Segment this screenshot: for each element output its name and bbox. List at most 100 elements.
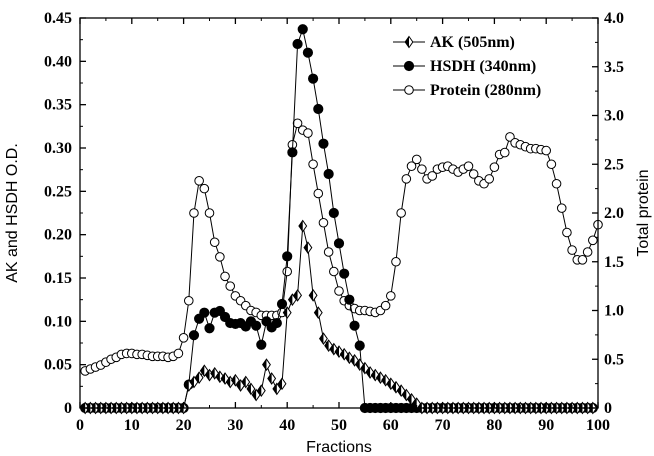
marker-fill xyxy=(190,376,194,388)
marker-fill xyxy=(184,379,189,391)
data-point xyxy=(577,254,588,265)
marker-fill xyxy=(405,36,409,48)
data-point xyxy=(556,203,567,213)
marker-fill xyxy=(298,220,303,232)
legend-marker xyxy=(404,85,414,95)
marker-fill xyxy=(345,352,350,364)
y-left-tick-label: 0.35 xyxy=(44,97,72,114)
marker-fill xyxy=(195,372,200,384)
y-right-tick-label: 4.0 xyxy=(604,10,624,27)
data-point xyxy=(276,298,288,310)
data-point xyxy=(328,207,339,219)
data-point xyxy=(350,353,360,367)
data-point xyxy=(411,154,422,165)
legend-label: Protein (280nm) xyxy=(430,82,541,99)
data-point xyxy=(551,178,562,189)
x-tick-label: 40 xyxy=(279,417,295,434)
data-point xyxy=(318,138,329,149)
data-point xyxy=(344,294,355,305)
marker-fill xyxy=(340,348,345,360)
marker-fill xyxy=(200,365,205,377)
data-point xyxy=(355,358,365,372)
marker-fill xyxy=(210,367,215,379)
data-point xyxy=(282,266,293,277)
marker-fill xyxy=(335,346,339,358)
data-point xyxy=(204,323,215,334)
data-point xyxy=(251,320,262,331)
y-left-tick-label: 0 xyxy=(64,400,72,417)
marker-fill xyxy=(319,333,324,345)
data-point xyxy=(246,382,256,396)
data-point xyxy=(354,340,365,351)
data-point xyxy=(225,281,236,291)
data-point xyxy=(463,161,474,171)
data-point xyxy=(256,384,266,398)
x-tick-label: 0 xyxy=(76,417,84,434)
data-point xyxy=(349,320,360,331)
data-point xyxy=(484,174,495,184)
data-point xyxy=(313,306,323,320)
data-point xyxy=(271,317,282,329)
marker-fill xyxy=(257,385,262,397)
marker-fill xyxy=(309,289,314,301)
marker-fill xyxy=(392,381,396,393)
data-point xyxy=(344,351,354,365)
marker-fill xyxy=(241,376,246,388)
data-point xyxy=(541,145,552,156)
data-point xyxy=(199,183,210,194)
data-point xyxy=(308,288,318,302)
y-left-tick-label: 0.30 xyxy=(44,140,72,157)
marker-fill xyxy=(366,366,371,378)
legend-entry: AK (505nm) xyxy=(393,34,515,51)
data-point xyxy=(546,159,557,170)
legend-entry: HSDH (340nm) xyxy=(393,58,536,75)
data-point xyxy=(318,217,329,228)
data-point xyxy=(401,174,412,184)
x-tick-label: 80 xyxy=(486,417,502,434)
x-tick-label: 20 xyxy=(176,417,192,434)
y-right-tick-label: 0 xyxy=(604,400,612,417)
y-left-tick-label: 0.10 xyxy=(44,313,72,330)
data-point xyxy=(339,268,350,279)
data-point xyxy=(567,245,577,255)
series-0 xyxy=(80,219,598,415)
data-point xyxy=(329,266,339,277)
y-left-tick-label: 0.25 xyxy=(44,183,72,200)
data-point xyxy=(323,247,334,257)
data-point xyxy=(562,227,572,238)
x-tick-label: 50 xyxy=(331,417,347,434)
data-point xyxy=(282,251,293,262)
x-tick-label: 60 xyxy=(383,417,399,434)
marker-fill xyxy=(402,389,407,401)
series-line xyxy=(85,225,593,409)
data-point xyxy=(292,38,303,50)
marker-fill xyxy=(247,383,251,395)
data-point xyxy=(194,176,204,186)
data-point xyxy=(407,392,416,406)
data-point xyxy=(365,366,375,379)
marker-fill xyxy=(221,373,226,385)
x-tick-label: 70 xyxy=(435,417,451,434)
marker-fill xyxy=(283,307,288,319)
data-point xyxy=(256,339,267,350)
data-point xyxy=(292,118,303,129)
data-point xyxy=(199,307,210,318)
axes-layer: 0 10 20 30 40 50 60 70 80 90 10000.050.100.150.200… xyxy=(4,10,652,456)
marker-fill xyxy=(252,389,257,401)
data-point xyxy=(209,237,220,248)
marker-fill xyxy=(216,371,220,383)
data-point xyxy=(313,103,324,115)
marker-fill xyxy=(205,369,210,381)
data-point xyxy=(380,300,391,311)
data-point xyxy=(178,333,189,343)
data-point xyxy=(194,371,204,385)
marker-fill xyxy=(267,373,272,385)
y-left-axis-title: AK and HSDH O.D. xyxy=(4,143,21,283)
marker-fill xyxy=(304,242,308,254)
x-tick-label: 100 xyxy=(586,417,610,434)
y-left-tick-label: 0.05 xyxy=(44,357,72,374)
data-point xyxy=(277,377,287,391)
legend-marker xyxy=(404,35,414,49)
data-point xyxy=(183,295,194,306)
